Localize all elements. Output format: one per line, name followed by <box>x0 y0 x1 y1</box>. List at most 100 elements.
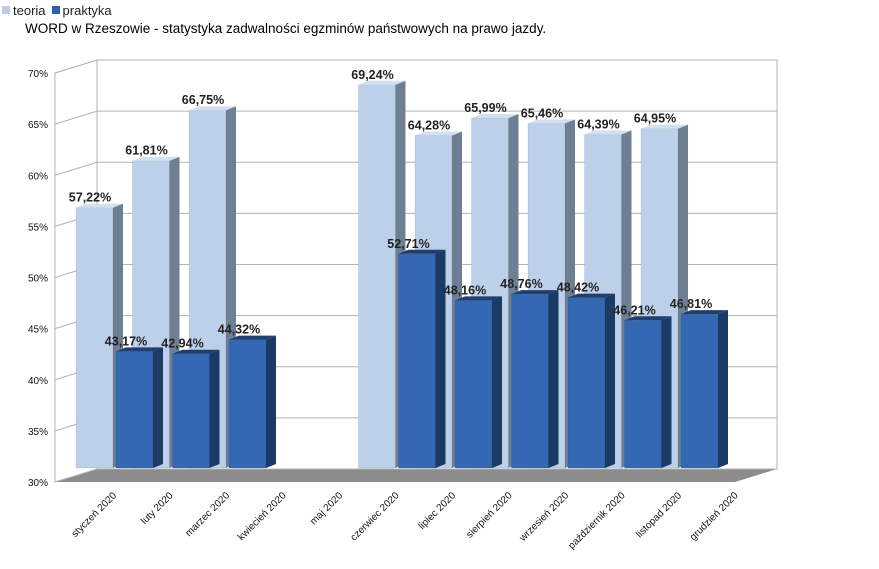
y-tick-label: 30% <box>28 478 48 489</box>
bar-praktyka-9 <box>624 316 672 469</box>
bar-praktyka-8-top <box>568 293 615 298</box>
x-tick-label: sierpień 2020 <box>464 490 515 541</box>
bar-praktyka-9-front <box>624 320 662 469</box>
bar-praktyka-9-top <box>624 316 672 321</box>
bar-teoria-2-top <box>189 106 236 111</box>
x-tick-label: styczeń 2020 <box>70 490 120 540</box>
chart-title: WORD w Rzeszowie - statystyka zadwalnośc… <box>25 21 547 36</box>
data-label-praktyka: 43,17% <box>105 334 147 348</box>
bar-praktyka-7-top <box>511 290 559 295</box>
data-label-teoria: 65,99% <box>464 101 506 115</box>
x-tick-label: marzec 2020 <box>183 490 232 539</box>
y-tick-label: 55% <box>28 222 48 233</box>
gridline <box>54 59 777 74</box>
x-axis-labels: styczeń 2020 luty 2020 marzec 2020 kwiecień… <box>70 490 741 552</box>
data-label-teoria: 57,22% <box>69 191 111 205</box>
data-label-praktyka: 52,71% <box>387 237 429 251</box>
bar-praktyka-0-front <box>115 351 154 469</box>
legend-item-praktyka: praktyka <box>51 2 112 18</box>
data-label-teoria: 61,81% <box>125 144 167 158</box>
bar-praktyka-1 <box>172 349 220 469</box>
bar-praktyka-8-front <box>567 297 606 469</box>
bar-praktyka-1-front <box>172 353 210 469</box>
legend-swatch-praktyka <box>51 6 60 14</box>
chart-floor <box>55 469 777 482</box>
bar-teoria-6-top <box>415 131 462 136</box>
bar-praktyka-2-top <box>229 335 276 340</box>
bar-praktyka-0-side <box>153 347 163 468</box>
bar-teoria-0-top <box>76 203 123 208</box>
data-label-teoria: 65,46% <box>521 106 563 120</box>
bar-teoria-0 <box>75 203 123 469</box>
data-label-teoria: 64,28% <box>408 118 450 132</box>
bar-teoria-7-top <box>471 114 519 119</box>
legend: teoria praktyka <box>2 2 118 18</box>
x-tick-label: wrzesień 2020 <box>517 490 571 544</box>
x-tick-label: listopad 2020 <box>634 490 684 540</box>
bar-praktyka-9-side <box>661 316 672 468</box>
bar-praktyka-8 <box>567 293 615 469</box>
data-label-praktyka: 46,81% <box>670 297 712 311</box>
y-tick-label: 45% <box>28 325 48 336</box>
data-label-teoria: 69,24% <box>351 68 393 82</box>
legend-swatch-teoria <box>2 6 10 14</box>
x-tick-label: maj 2020 <box>308 490 345 527</box>
bar-praktyka-6-top <box>455 296 502 301</box>
bar-praktyka-2-side <box>266 335 276 468</box>
data-label-praktyka: 46,21% <box>613 303 655 317</box>
data-label-praktyka: 44,32% <box>218 323 260 337</box>
bar-teoria-9-top <box>584 130 632 135</box>
bar-teoria-0-front <box>75 207 114 469</box>
data-labels: 57,22% 61,81% 66,75% 69,24% 64,28% 65,99% 65,4… <box>69 68 712 351</box>
data-label-praktyka: 48,76% <box>500 277 542 291</box>
bar-praktyka-6-side <box>492 296 502 468</box>
bar-teoria-10-top <box>641 124 688 129</box>
bar-praktyka-10-side <box>718 310 728 468</box>
data-label-praktyka: 42,94% <box>161 337 203 351</box>
bar-teoria-5-top <box>358 80 406 85</box>
x-tick-label: październik 2020 <box>566 490 628 552</box>
legend-item-teoria: teoria <box>2 3 46 18</box>
y-tick-label: 60% <box>28 171 48 182</box>
bar-praktyka-7 <box>511 290 559 469</box>
y-axis-labels: 30% 35% 40% 45% 50% 55% 60% 65% 70% <box>28 69 48 489</box>
x-tick-label: czerwiec 2020 <box>349 490 402 543</box>
x-tick-label: grudzień 2020 <box>688 490 741 543</box>
legend-label-praktyka: praktyka <box>62 2 112 18</box>
bar-praktyka-5-top <box>398 249 446 254</box>
legend-label-teoria: teoria <box>13 2 46 18</box>
bar-praktyka-2 <box>228 335 276 469</box>
data-label-teoria: 64,39% <box>577 117 619 131</box>
bar-teoria-5-front <box>358 84 396 469</box>
bar-praktyka-5-front <box>398 253 436 469</box>
y-tick-label: 65% <box>28 120 48 131</box>
bar-teoria-1-top <box>132 156 180 161</box>
bar-praktyka-1-top <box>172 349 220 354</box>
bar-praktyka-8-side <box>605 293 615 468</box>
y-tick-label: 50% <box>28 274 48 285</box>
bar-praktyka-7-side <box>548 290 559 468</box>
bar-praktyka-10 <box>680 310 728 469</box>
bar-praktyka-6-front <box>454 300 493 469</box>
bars <box>75 80 728 469</box>
bar-teoria-8-top <box>528 119 575 124</box>
bar-praktyka-5-side <box>435 249 446 468</box>
bar-praktyka-10-top <box>681 310 728 315</box>
x-tick-label: luty 2020 <box>139 490 176 527</box>
bar-praktyka-7-front <box>511 293 549 469</box>
bar-praktyka-10-front <box>680 313 719 469</box>
bar-praktyka-1-side <box>209 349 220 468</box>
y-tick-label: 40% <box>28 376 48 387</box>
bar-praktyka-6 <box>454 296 502 469</box>
bar-praktyka-5 <box>398 249 446 469</box>
bar-praktyka-2-front <box>228 339 267 469</box>
x-tick-label: kwiecień 2020 <box>236 490 289 543</box>
data-label-praktyka: 48,16% <box>444 283 486 297</box>
gridline <box>54 110 777 125</box>
data-label-teoria: 64,95% <box>634 112 676 126</box>
bar-praktyka-0 <box>115 347 163 469</box>
bar-praktyka-0-top <box>116 347 163 352</box>
x-tick-label: lipiec 2020 <box>417 490 459 532</box>
y-tick-label: 35% <box>28 427 48 438</box>
